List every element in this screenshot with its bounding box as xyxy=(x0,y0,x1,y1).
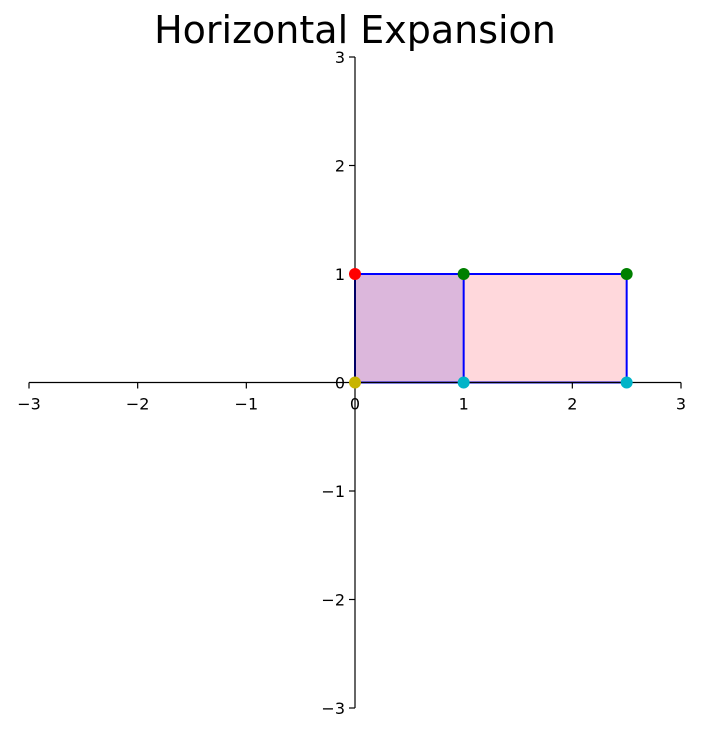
data-point xyxy=(349,268,361,280)
data-point xyxy=(620,376,633,389)
shape-original-square xyxy=(354,273,465,384)
y-tick-label: 1 xyxy=(335,265,345,284)
x-tick-label: −1 xyxy=(235,395,259,414)
data-point xyxy=(457,376,470,389)
y-tick-label: −2 xyxy=(321,591,345,610)
y-tick-label: 2 xyxy=(335,157,345,176)
x-tick-label: 2 xyxy=(567,395,577,414)
y-tick-label: −1 xyxy=(321,482,345,501)
chart-title: Horizontal Expansion xyxy=(154,8,556,52)
shapes-layer xyxy=(354,273,628,384)
data-point xyxy=(620,268,633,280)
x-tick-label: 1 xyxy=(459,395,469,414)
data-point xyxy=(349,376,361,389)
data-point xyxy=(457,268,470,280)
y-tick-label: 0 xyxy=(335,374,345,393)
x-tick-label: −2 xyxy=(126,395,150,414)
x-tick-label: 3 xyxy=(676,395,686,414)
y-tick-label: −3 xyxy=(321,699,345,718)
x-tick-label: 0 xyxy=(350,395,360,414)
points-layer xyxy=(349,268,633,389)
y-tick-label: 3 xyxy=(335,48,345,67)
x-tick-label: −3 xyxy=(17,395,41,414)
